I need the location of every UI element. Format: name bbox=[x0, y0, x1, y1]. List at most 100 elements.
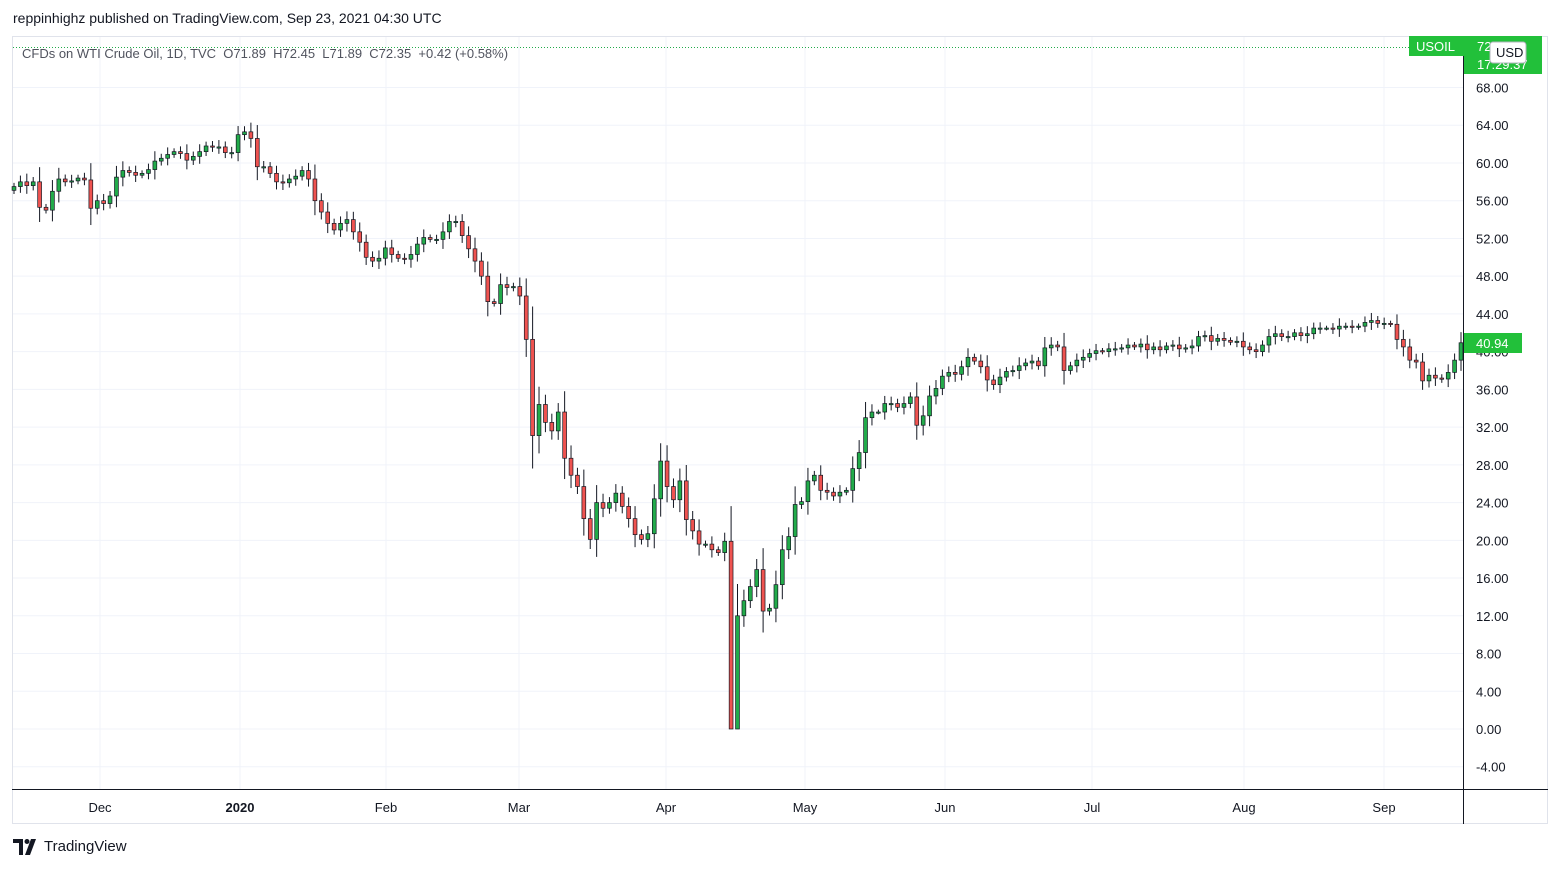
candle-body bbox=[1080, 356, 1086, 361]
candle bbox=[805, 467, 811, 515]
candle-body bbox=[491, 301, 497, 304]
candle-body bbox=[1458, 342, 1464, 361]
candle bbox=[94, 194, 100, 215]
candle-body bbox=[684, 480, 689, 520]
candle bbox=[517, 277, 523, 306]
candle-body bbox=[824, 489, 830, 493]
candle-body bbox=[1042, 347, 1048, 367]
candle bbox=[780, 535, 785, 600]
candle bbox=[1317, 322, 1323, 334]
candle-body bbox=[75, 177, 81, 182]
candle-body bbox=[799, 501, 804, 505]
candle-body bbox=[255, 138, 260, 168]
candle-body bbox=[351, 219, 356, 233]
candle-body bbox=[1125, 344, 1131, 349]
candle-body bbox=[229, 152, 234, 155]
candle-body bbox=[984, 366, 990, 381]
candle bbox=[466, 226, 471, 259]
candle bbox=[575, 467, 580, 495]
candle bbox=[1285, 330, 1291, 343]
candle-body bbox=[1420, 361, 1425, 382]
candle-body bbox=[261, 166, 266, 169]
candle bbox=[613, 484, 619, 512]
candle-body bbox=[402, 257, 407, 260]
y-tick-label: 4.00 bbox=[1476, 684, 1501, 699]
candle bbox=[1106, 343, 1112, 358]
candle bbox=[972, 353, 977, 365]
candle-body bbox=[415, 243, 420, 255]
candle-body bbox=[952, 372, 958, 375]
candle bbox=[1164, 342, 1169, 354]
candle-body bbox=[895, 403, 900, 408]
y-tick-label: 48.00 bbox=[1476, 269, 1509, 284]
candle-body bbox=[1004, 371, 1009, 378]
candle-body bbox=[1362, 322, 1368, 327]
candle bbox=[498, 273, 503, 315]
candle-body bbox=[543, 404, 548, 423]
candle-body bbox=[1209, 335, 1214, 342]
candle bbox=[133, 165, 138, 182]
candle-body bbox=[844, 489, 849, 493]
candle-body bbox=[1048, 344, 1054, 349]
candle bbox=[786, 527, 791, 560]
y-tick-label: 0.00 bbox=[1476, 722, 1501, 737]
candle bbox=[114, 165, 119, 208]
candle bbox=[459, 214, 465, 243]
candle-body bbox=[376, 257, 382, 262]
candle bbox=[555, 403, 561, 440]
y-tick-label: 24.00 bbox=[1476, 496, 1509, 511]
candle-body bbox=[920, 415, 926, 426]
candle-body bbox=[165, 154, 170, 159]
candle bbox=[75, 174, 81, 185]
candle-body bbox=[466, 235, 471, 250]
candle bbox=[908, 392, 913, 409]
candle-body bbox=[1324, 327, 1329, 330]
candle bbox=[671, 478, 676, 508]
candle bbox=[69, 174, 74, 188]
candle bbox=[773, 570, 779, 623]
candle bbox=[1433, 367, 1438, 386]
candle bbox=[223, 141, 228, 159]
candle bbox=[344, 211, 350, 232]
candle bbox=[920, 405, 926, 436]
candle-body bbox=[965, 356, 971, 368]
candle bbox=[242, 126, 247, 141]
candle-body bbox=[587, 518, 593, 540]
candle bbox=[882, 395, 888, 420]
candle-body bbox=[1407, 346, 1413, 361]
candle bbox=[812, 470, 817, 486]
candle-body bbox=[626, 506, 631, 519]
tradingview-brand-label: TradingView bbox=[44, 838, 127, 855]
candle bbox=[261, 160, 266, 173]
candle-body bbox=[1138, 343, 1144, 348]
candle-body bbox=[805, 480, 811, 502]
candle-body bbox=[1311, 327, 1317, 335]
candle bbox=[331, 218, 337, 235]
candle-body bbox=[82, 177, 87, 181]
candle bbox=[1458, 332, 1464, 371]
y-tick-label: 20.00 bbox=[1476, 533, 1509, 548]
candle bbox=[389, 239, 395, 263]
x-tick-label: Jul bbox=[1084, 800, 1101, 815]
candle-body bbox=[280, 181, 286, 184]
candle bbox=[171, 148, 177, 158]
candle bbox=[1138, 338, 1144, 353]
candle bbox=[651, 484, 657, 549]
candle bbox=[1260, 340, 1265, 357]
candle bbox=[370, 251, 375, 268]
tradingview-brand[interactable]: TradingView bbox=[13, 838, 127, 855]
candle bbox=[543, 394, 548, 433]
candle bbox=[767, 603, 772, 616]
candle-body bbox=[1234, 340, 1240, 343]
candle bbox=[1228, 337, 1233, 346]
candle-body bbox=[946, 372, 952, 377]
candle-body bbox=[1202, 335, 1208, 338]
candle-body bbox=[1266, 336, 1272, 346]
candle-body bbox=[1356, 325, 1361, 328]
candle-body bbox=[319, 200, 324, 213]
candle-body bbox=[568, 457, 574, 476]
candle bbox=[1311, 322, 1317, 340]
symbol-badge-label: USOIL bbox=[1416, 39, 1455, 54]
candle-body bbox=[306, 170, 311, 180]
